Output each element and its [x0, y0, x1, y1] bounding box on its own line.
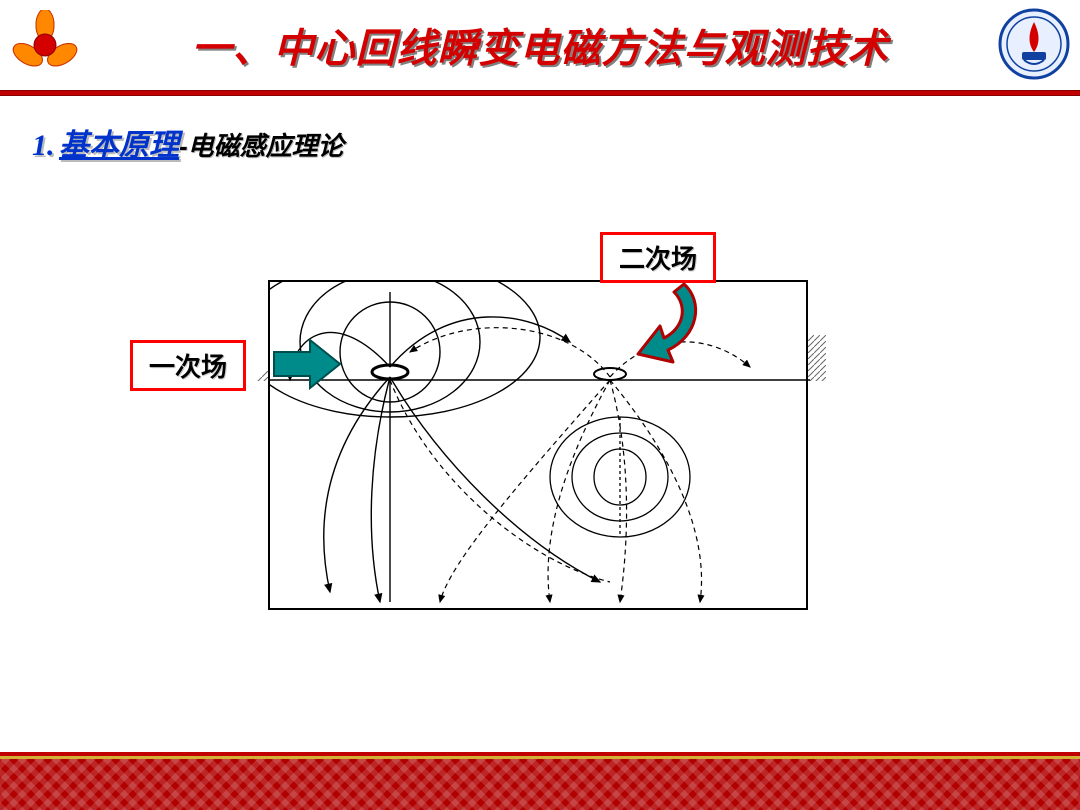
- subtitle-tail: 电磁感应理论: [188, 131, 344, 161]
- subtitle-number: 1.: [32, 129, 55, 162]
- subtitle-separator: -: [179, 131, 188, 161]
- slide-footer: [0, 756, 1080, 810]
- primary-arrow-icon: [272, 338, 342, 390]
- secondary-arrow-icon: [598, 278, 708, 368]
- slide-title: 一、中心回线瞬变电磁方法与观测技术: [192, 16, 889, 74]
- primary-field-label: 一次场: [130, 340, 246, 391]
- logo-left-icon: [10, 10, 80, 76]
- subtitle-main: 基本原理: [59, 129, 179, 162]
- diagram-area: 一次场 二次场: [120, 220, 820, 620]
- header-divider: [0, 90, 1080, 96]
- em-field-figure: [268, 280, 808, 610]
- section-subtitle: 1. 基本原理-电磁感应理论: [32, 120, 1080, 164]
- slide-header: 一、中心回线瞬变电磁方法与观测技术: [0, 0, 1080, 90]
- secondary-field-label: 二次场: [600, 232, 716, 283]
- logo-right-icon: [998, 8, 1070, 80]
